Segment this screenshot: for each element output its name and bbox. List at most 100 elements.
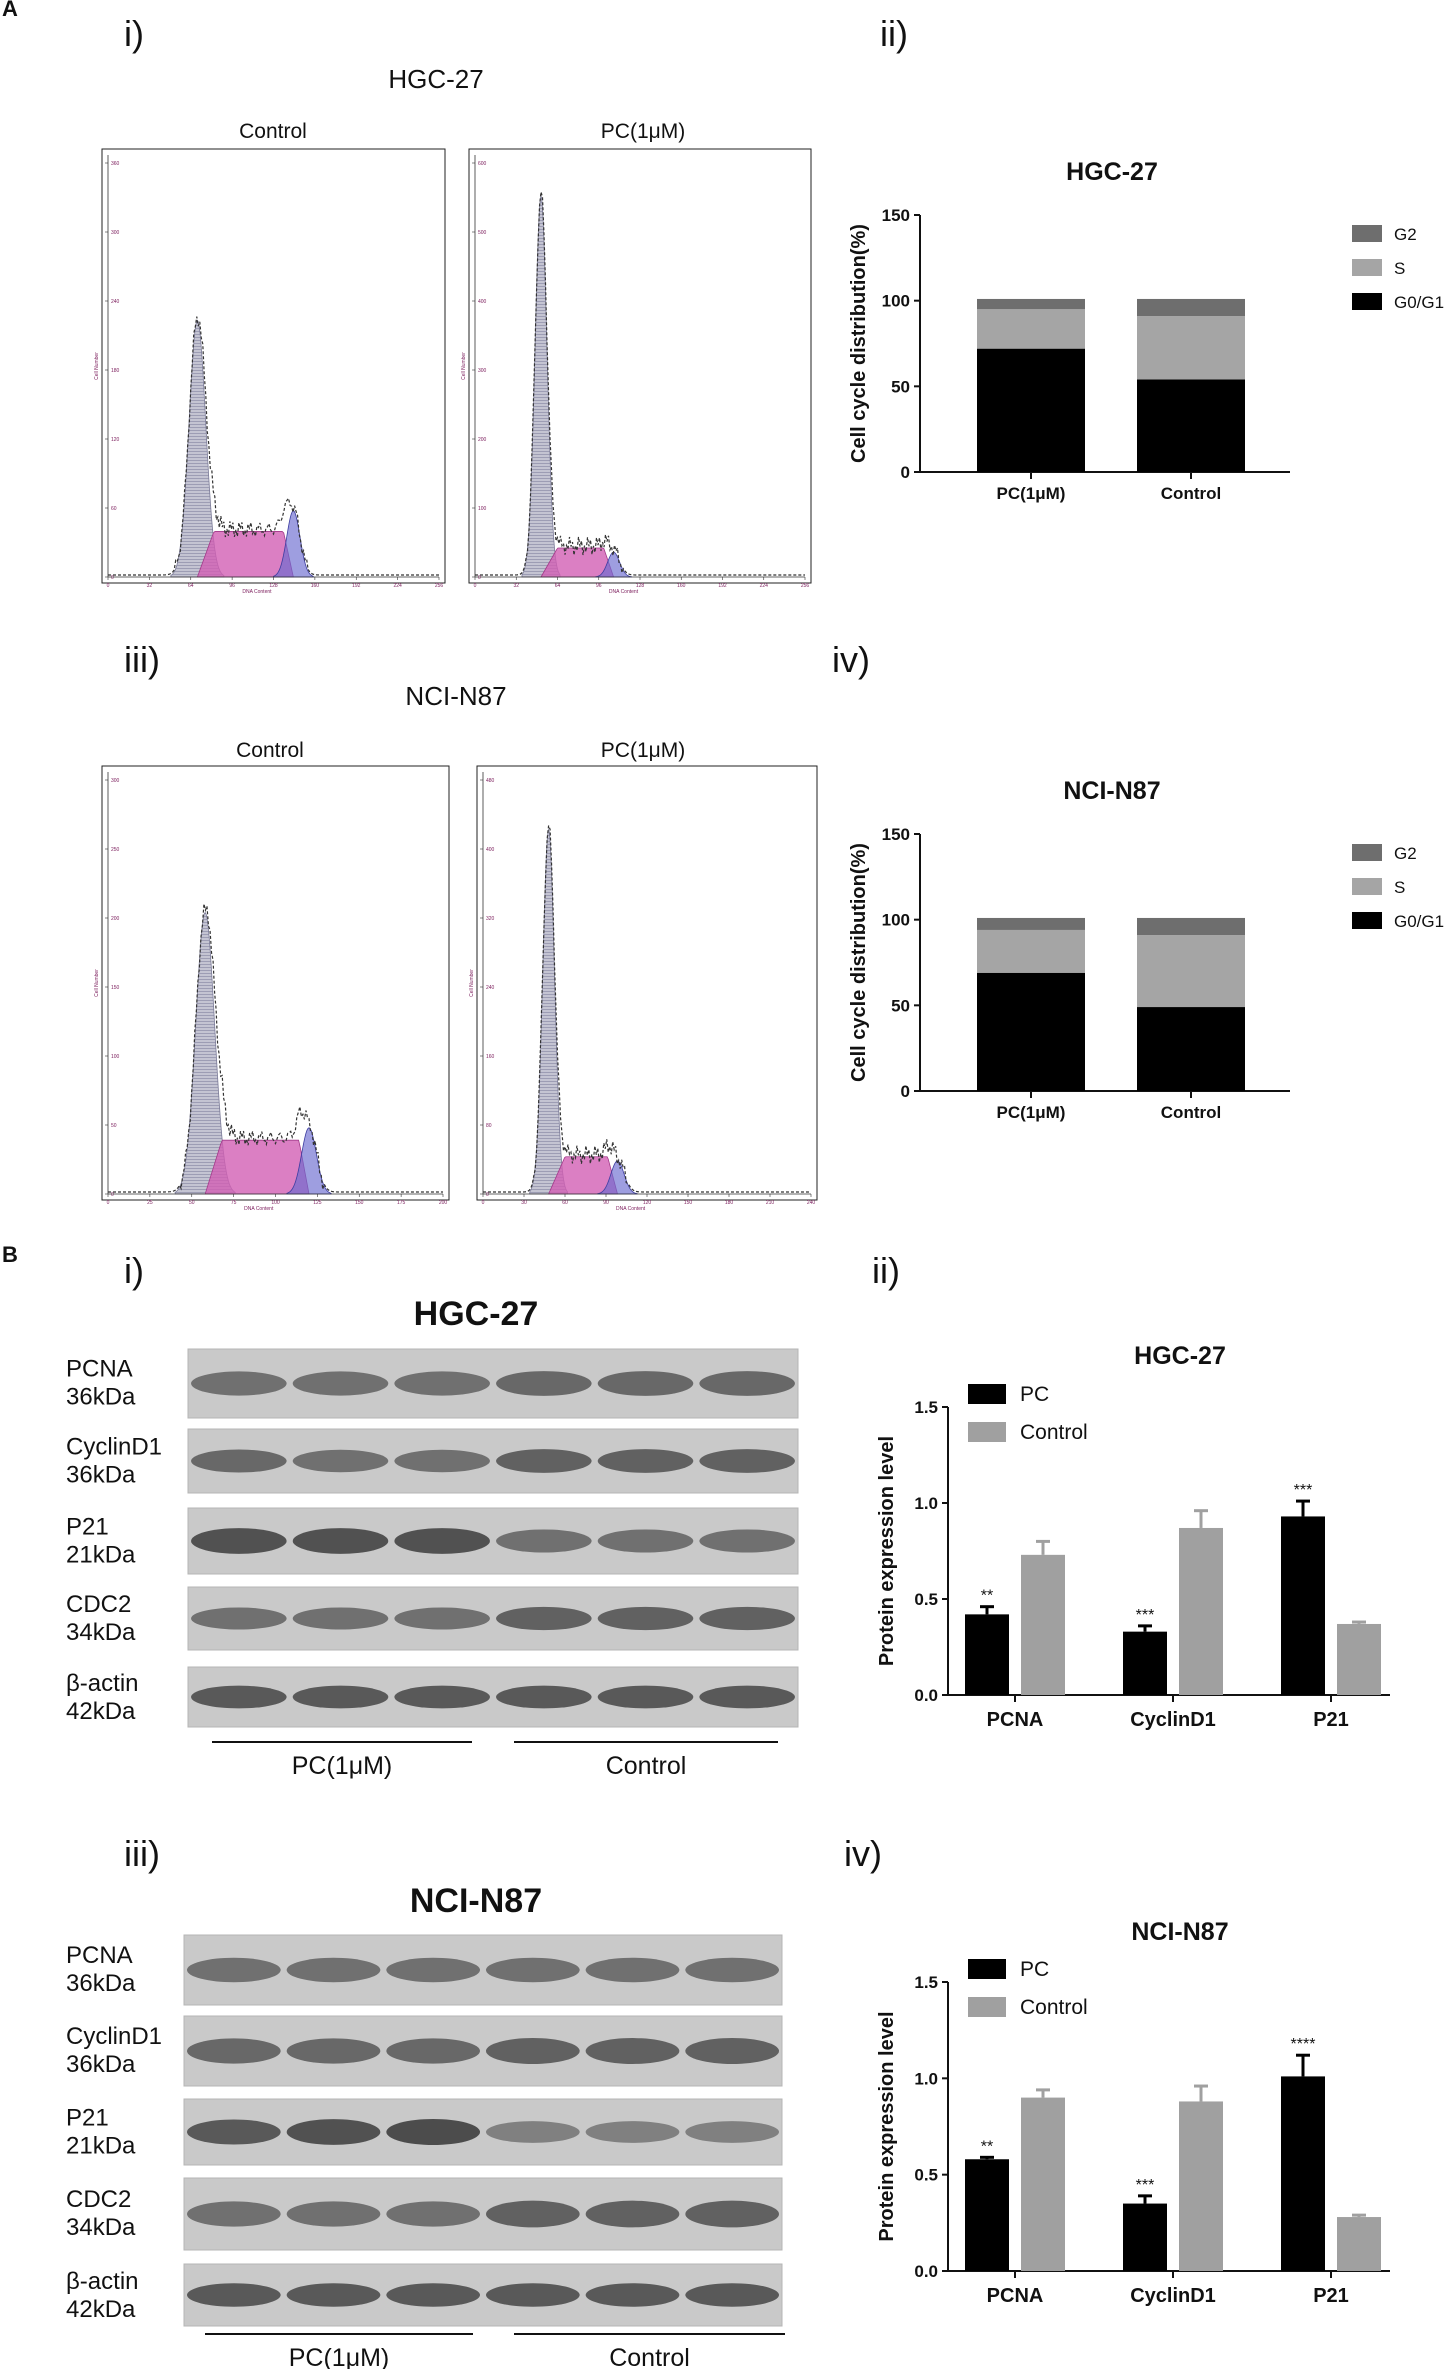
blot-strip-edge <box>183 2263 783 2327</box>
chart-title: NCI-N87 <box>1131 1918 1228 1946</box>
histogram-nci-control: 0 25 50 75 100 125 150 175 200 0 50 100 150 200 250 300… <box>94 765 450 1212</box>
blot-band <box>685 2200 780 2228</box>
blot-strip-edge <box>183 2015 783 2087</box>
significance-marker: *** <box>1136 2177 1155 2194</box>
y-tick-label: 0.0 <box>914 2262 938 2281</box>
hist-x-label: DNA Content <box>242 589 272 595</box>
blot-strip-edge <box>187 1348 799 1419</box>
group-label-pc: PC(1μM) <box>292 1752 393 1780</box>
bar-pc <box>965 2159 1009 2271</box>
blot-strip-edge <box>187 1507 799 1575</box>
hist-x-tick-label: 60 <box>562 1200 568 1206</box>
blot-band <box>186 2038 281 2064</box>
blot-band <box>699 1685 795 1709</box>
hist-y-tick-label: 120 <box>111 437 120 443</box>
hist-x-tick-label: 256 <box>435 583 444 589</box>
hist-x-tick-label: 120 <box>643 1200 652 1206</box>
hist-x-tick-label: 160 <box>677 583 686 589</box>
hist-x-tick-label: 192 <box>352 583 361 589</box>
legend-swatch-control <box>968 1422 1006 1442</box>
blot-band <box>191 1607 287 1630</box>
protein-kda: 21kDa <box>66 2132 136 2159</box>
protein-name: P21 <box>66 1513 109 1540</box>
x-tick-label: CyclinD1 <box>1130 1709 1216 1731</box>
hgc-pc-label: PC(1μM) <box>601 120 685 143</box>
hist-y-tick-label: 100 <box>478 506 487 512</box>
panel-b-sub-iv: iv) <box>844 1833 882 1874</box>
hist-y-tick-label: 100 <box>111 1054 120 1060</box>
chart-hgc-cell-cycle: HGC-27 0 50 100 150 Cell cycle distribution(%… <box>848 158 1444 503</box>
x-tick-label: PC(1μM) <box>997 1103 1066 1122</box>
blot-strip-edge <box>187 1666 799 1728</box>
bar-segment-s <box>977 309 1085 349</box>
y-axis-label: Cell cycle distribution(%) <box>848 843 870 1082</box>
panel-a-letter: A <box>2 0 18 21</box>
x-tick-label: CyclinD1 <box>1130 2285 1216 2307</box>
hist-y-tick-label: 0 <box>486 1192 489 1198</box>
significance-marker: ** <box>981 1588 993 1605</box>
blot-strip <box>188 1667 798 1727</box>
bar-segment-s <box>977 929 1085 973</box>
panel-b-sub-ii: ii) <box>872 1250 900 1291</box>
blot-band <box>186 2119 281 2145</box>
hist-x-tick-label: 128 <box>636 583 645 589</box>
bar-control <box>1179 1527 1223 1695</box>
bar-control <box>1021 1554 1065 1695</box>
x-tick-label: Control <box>1161 1103 1221 1122</box>
y-tick-label: 50 <box>891 377 910 396</box>
blot-band <box>191 1528 287 1554</box>
blot-band <box>585 1957 680 1983</box>
legend-swatch-s <box>1352 259 1382 276</box>
hist-x-tick-label: 180 <box>725 1200 734 1206</box>
blot-title: NCI-N87 <box>410 1882 542 1920</box>
x-tick-label: Control <box>1161 484 1221 503</box>
blot-band <box>292 1371 389 1396</box>
blot-band <box>597 1685 694 1709</box>
blot-band <box>386 2038 481 2064</box>
nci-pc-label: PC(1μM) <box>601 739 685 762</box>
blot-strip <box>184 1935 782 2005</box>
bar-control <box>1179 2101 1223 2271</box>
blot-band <box>394 1371 490 1396</box>
hist-x-tick-label: 25 <box>147 1200 153 1206</box>
blot-strip <box>188 1508 798 1574</box>
blot-strip <box>184 2016 782 2086</box>
legend-swatch-s <box>1352 878 1382 895</box>
blot-band <box>191 1685 287 1709</box>
hist-y-tick-label: 600 <box>478 161 487 167</box>
hist-y-tick-label: 180 <box>111 368 120 374</box>
data-envelope <box>108 316 439 576</box>
hist-x-tick-label: 32 <box>147 583 153 589</box>
bar-pc <box>1123 1631 1167 1695</box>
nci-hist-title: NCI-N87 <box>405 681 506 711</box>
y-axis-label: Protein expression level <box>876 1436 898 1666</box>
bar-pc <box>1281 2076 1325 2271</box>
chart-title: HGC-27 <box>1134 1342 1226 1370</box>
panel-a-sub-iii: iii) <box>124 639 160 680</box>
blot-band <box>186 2283 281 2307</box>
y-tick-label: 50 <box>891 996 910 1015</box>
protein-name: β-actin <box>66 2268 139 2295</box>
blot-band <box>685 2038 780 2064</box>
blot-band <box>286 2283 381 2307</box>
bar-control <box>1021 2097 1065 2271</box>
histogram-nci-pc: 0 30 60 90 120 150 180 210 240 0 80 160 240 320 400 480… <box>469 765 818 1212</box>
legend-label: G0/G1 <box>1394 912 1444 931</box>
significance-marker: **** <box>1291 2036 1316 2053</box>
blot-band <box>585 2121 680 2143</box>
blot-band <box>699 1529 795 1553</box>
protein-name: CyclinD1 <box>66 1434 162 1461</box>
panel-a-sub-i: i) <box>124 13 144 54</box>
s-phase-area <box>540 547 615 578</box>
hist-x-tick-label: 0 <box>474 583 477 589</box>
western-blot-nci: NCI-N87PCNA36kDaCyclinD136kDaP2121kDaCDC… <box>66 1882 785 2369</box>
protein-kda: 36kDa <box>66 1970 136 1997</box>
blot-band <box>386 2283 481 2307</box>
data-envelope <box>475 191 805 576</box>
blot-band <box>699 1449 795 1473</box>
y-tick-label: 0.5 <box>914 2166 938 2185</box>
hist-frame <box>468 148 812 584</box>
blot-band <box>191 1449 287 1473</box>
protein-kda: 34kDa <box>66 1619 136 1646</box>
